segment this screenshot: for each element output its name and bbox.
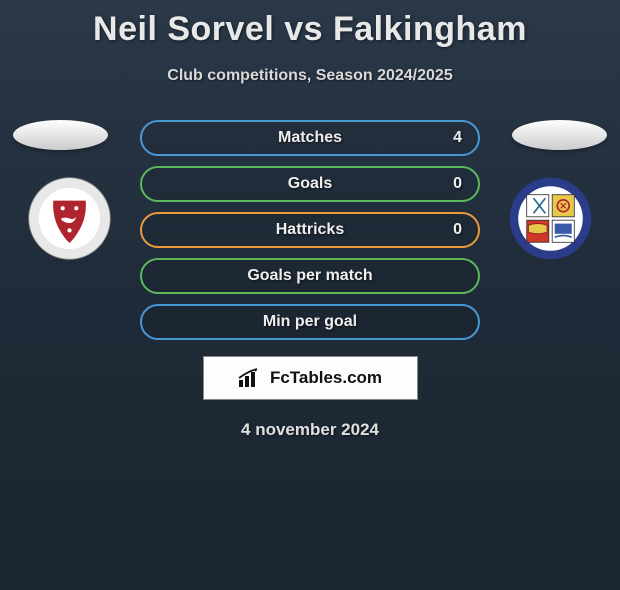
date-text: 4 november 2024 <box>0 420 620 440</box>
stat-label: Min per goal <box>263 313 357 331</box>
club-badge-left <box>27 176 112 261</box>
stat-row: Hattricks 0 <box>140 212 480 248</box>
logo-text: FcTables.com <box>270 368 382 388</box>
subtitle: Club competitions, Season 2024/2025 <box>0 67 620 85</box>
stats-area: Matches 4 Goals 0 Hattricks 0 Goals per match M… <box>0 120 620 340</box>
stat-label: Goals <box>288 175 332 193</box>
stat-rows: Matches 4 Goals 0 Hattricks 0 Goals per match M… <box>140 120 480 340</box>
page-title: Neil Sorvel vs Falkingham <box>0 10 620 49</box>
fctables-logo: FcTables.com <box>203 356 418 400</box>
stat-row: Goals per match <box>140 258 480 294</box>
stat-label: Matches <box>278 129 342 147</box>
stat-label: Hattricks <box>276 221 344 239</box>
stat-value-right: 4 <box>453 129 462 147</box>
club-badge-right <box>508 176 593 261</box>
player-silhouette-left <box>13 120 108 150</box>
stat-row: Goals 0 <box>140 166 480 202</box>
stat-row: Min per goal <box>140 304 480 340</box>
stat-value-right: 0 <box>453 221 462 239</box>
chart-icon <box>238 368 264 388</box>
stat-row: Matches 4 <box>140 120 480 156</box>
stat-label: Goals per match <box>247 267 372 285</box>
stat-value-right: 0 <box>453 175 462 193</box>
player-silhouette-right <box>512 120 607 150</box>
